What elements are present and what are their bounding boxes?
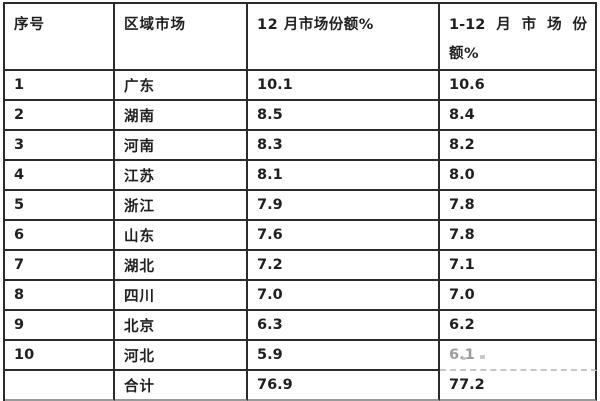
cell-dec-share: 6.3 [248,311,440,341]
cell-ytd-share: 8.0 [440,161,597,191]
cell-dec-share: 5.9 [248,341,440,371]
cell-index: 6 [5,221,115,251]
col-header-ytd-part: 份 [572,17,587,33]
table-row: 1 广东 10.1 10.6 [5,71,597,101]
cell-index [5,371,115,401]
cell-dec-share: 8.1 [248,161,440,191]
cell-ytd-share: 7.1 [440,251,597,281]
col-header-ytd-part: 月 [496,17,511,33]
watermark-artifact [462,357,466,360]
cell-index: 7 [5,251,115,281]
col-header-ytd-share: 1-12 月市场份 额% [440,4,597,71]
cell-region: 四川 [115,281,248,311]
table-row: 3 河南 8.3 8.2 [5,131,597,161]
cell-region: 浙江 [115,191,248,221]
market-share-table: 序号 区域市场 12 月市场份额% 1-12 月市场份 额% 1 广东 10.1 … [3,2,597,401]
cell-index: 9 [5,311,115,341]
table-row: 8 四川 7.0 7.0 [5,281,597,311]
cell-ytd-share: 6.2 [440,311,597,341]
cell-ytd-share: 8.4 [440,101,597,131]
cell-region: 北京 [115,311,248,341]
cell-ytd-share: 7.8 [440,221,597,251]
cell-region: 河北 [115,341,248,371]
cell-ytd-share: 6.1 [440,341,597,371]
table-row: 7 湖北 7.2 7.1 [5,251,597,281]
cell-region: 湖南 [115,101,248,131]
cell-index: 4 [5,161,115,191]
col-header-region: 区域市场 [115,4,248,71]
cell-dec-share: 7.2 [248,251,440,281]
header-row: 序号 区域市场 12 月市场份额% 1-12 月市场份 额% [5,4,597,71]
table-row: 2 湖南 8.5 8.4 [5,101,597,131]
cell-index: 1 [5,71,115,101]
cell-index: 3 [5,131,115,161]
col-header-dec-share: 12 月市场份额% [248,4,440,71]
cell-index: 2 [5,101,115,131]
cell-dec-share: 8.3 [248,131,440,161]
table-row: 6 山东 7.6 7.8 [5,221,597,251]
col-header-index: 序号 [5,4,115,71]
table-row: 9 北京 6.3 6.2 [5,311,597,341]
cell-index: 10 [5,341,115,371]
cell-ytd-share: 8.2 [440,131,597,161]
watermark-artifact [480,355,485,359]
cell-region: 山东 [115,221,248,251]
cell-index: 5 [5,191,115,221]
col-header-ytd-line2: 额% [449,46,480,62]
cell-dec-share: 8.5 [248,101,440,131]
col-header-ytd-part: 市 [521,17,537,33]
cell-index: 8 [5,281,115,311]
table-header: 序号 区域市场 12 月市场份额% 1-12 月市场份 额% [5,4,597,71]
cell-ytd-share: 7.0 [440,281,597,311]
cell-region: 合计 [115,371,248,401]
col-header-ytd-part: 1-12 [449,17,486,33]
col-header-ytd-line1: 1-12 月市场份 [449,11,587,40]
cell-dec-share: 7.6 [248,221,440,251]
cell-region: 湖北 [115,251,248,281]
cell-dec-share: 7.0 [248,281,440,311]
cell-region: 江苏 [115,161,248,191]
table-row: 10 河北 5.9 6.1 [5,341,597,371]
cell-ytd-share: 10.6 [440,71,597,101]
cell-dec-share: 76.9 [248,371,440,401]
table-row: 4 江苏 8.1 8.0 [5,161,597,191]
table-body: 1 广东 10.1 10.6 2 湖南 8.5 8.4 3 河南 8.3 8.2… [5,71,597,401]
cell-region: 河南 [115,131,248,161]
cell-region: 广东 [115,71,248,101]
table-row-total: 合计 76.9 77.2 [5,371,597,401]
table-row: 5 浙江 7.9 7.8 [5,191,597,221]
cell-dec-share: 10.1 [248,71,440,101]
cell-ytd-share: 77.2 [440,371,597,401]
cell-dec-share: 7.9 [248,191,440,221]
cell-ytd-share: 7.8 [440,191,597,221]
col-header-ytd-part: 场 [547,17,562,33]
